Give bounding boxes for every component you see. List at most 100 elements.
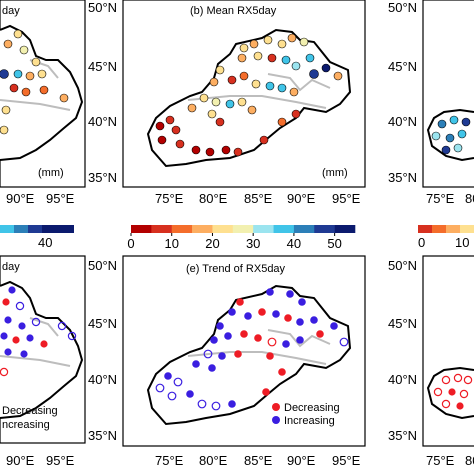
station-marker [13,29,23,39]
basin-boundary [187,329,331,365]
station-marker [155,121,165,131]
panel-frame [122,255,366,447]
station-marker-increasing [57,321,67,331]
station-marker-decreasing [258,308,266,316]
station-marker [187,103,197,113]
station-marker [449,115,459,125]
station-marker-increasing [186,390,194,398]
station-marker-increasing [20,350,28,358]
y-tick-label: 45°N [388,316,417,331]
station-marker-decreasing [441,375,451,385]
station-marker [237,97,247,107]
colorbar-segment [432,225,446,233]
station-marker [267,53,277,63]
station-marker [31,57,41,67]
station-marker-increasing [296,318,304,326]
panel-frame [422,255,474,447]
station-marker [259,135,269,145]
x-tick-label: 90°E [287,191,316,206]
legend: Decreasing Increasing [272,402,340,427]
panel-bottom-left: day Decreasing ncreasing 90°E 95°E [0,255,86,468]
colorbar-segment [212,225,234,233]
panel-top-center: 50°N 45°N 40°N 35°N (b) Mean RX5day [88,0,366,251]
station-marker [215,117,225,127]
station-marker-decreasing [236,298,244,306]
station-marker [3,39,13,49]
colorbar-segment [192,225,213,233]
station-marker-increasing [155,383,165,393]
station-marker [253,51,263,61]
panel-frame [422,0,474,188]
station-marker-decreasing [12,336,20,344]
panel-frame [0,255,86,444]
colorbar-tick: 40 [287,236,301,251]
station-marker-decreasing [2,298,10,306]
station-marker [39,85,49,95]
station-marker-decreasing [266,352,274,360]
station-marker [209,77,219,87]
y-tick-label: 50°N [88,0,117,15]
station-marker [165,115,175,125]
station-marker [13,69,23,79]
station-marker-increasing [8,286,16,294]
station-marker [171,125,181,135]
station-marker [441,145,451,155]
station-marker [199,93,209,103]
x-tick-label: 80°E [465,191,474,206]
station-markers [155,33,343,157]
station-marker [215,65,225,75]
station-marker [225,99,235,109]
y-tick-label: 40°N [88,114,117,129]
y-tick-label: 40°N [88,372,117,387]
legend-label-increasing: Increasing [284,415,335,427]
y-tick-label: 35°N [88,170,117,185]
station-marker [251,79,261,89]
panel-frame [122,0,366,188]
colorbar-tick: 30 [246,236,260,251]
x-tick-label: 75°E [155,453,184,468]
station-marker-decreasing [278,368,286,376]
station-marker [277,117,287,127]
panel-title: (e) Trend of RX5day [186,263,286,275]
station-marker [309,69,319,79]
y-tick-label: 40°N [388,114,417,129]
station-marker-increasing [298,298,306,306]
station-marker [305,53,315,63]
station-marker-increasing [67,331,77,341]
station-marker-increasing [296,336,304,344]
station-marker-increasing [208,364,216,372]
colorbar-segment [293,225,315,233]
station-marker [37,69,47,79]
unit-label: (mm) [322,167,348,179]
station-marker-increasing [4,316,12,324]
x-tick-label: 90°E [287,453,316,468]
station-marker-increasing [197,399,207,409]
y-tick-label: 45°N [88,316,117,331]
panel-top-right: 50°N 45°N 40°N 35°N 75°E 80°E 0 10 [388,0,474,250]
panel-title: day [2,261,20,273]
station-marker [281,55,291,65]
colorbar-tick: 0 [418,235,425,250]
station-marker [287,33,297,43]
x-tick-label: 85°E [244,453,273,468]
x-tick-label: 90°E [6,191,35,206]
station-marker [19,45,29,55]
y-tick-label: 45°N [88,59,117,74]
colorbar-tick: 40 [38,235,52,250]
station-marker-decreasing [459,389,469,399]
x-tick-label: 95°E [46,453,75,468]
station-marker-decreasing [463,375,473,385]
station-marker-decreasing [453,373,463,383]
station-marker [237,53,247,63]
station-marker [247,105,257,115]
y-tick-label: 50°N [388,0,417,15]
station-marker-increasing [18,322,26,330]
x-tick-label: 75°E [426,191,455,206]
station-marker-decreasing [267,337,277,347]
station-marker [233,147,243,157]
panel-title: day [2,5,20,17]
station-marker-increasing [339,337,349,347]
colorbar-segment [131,225,152,233]
station-marker-increasing [286,290,294,298]
